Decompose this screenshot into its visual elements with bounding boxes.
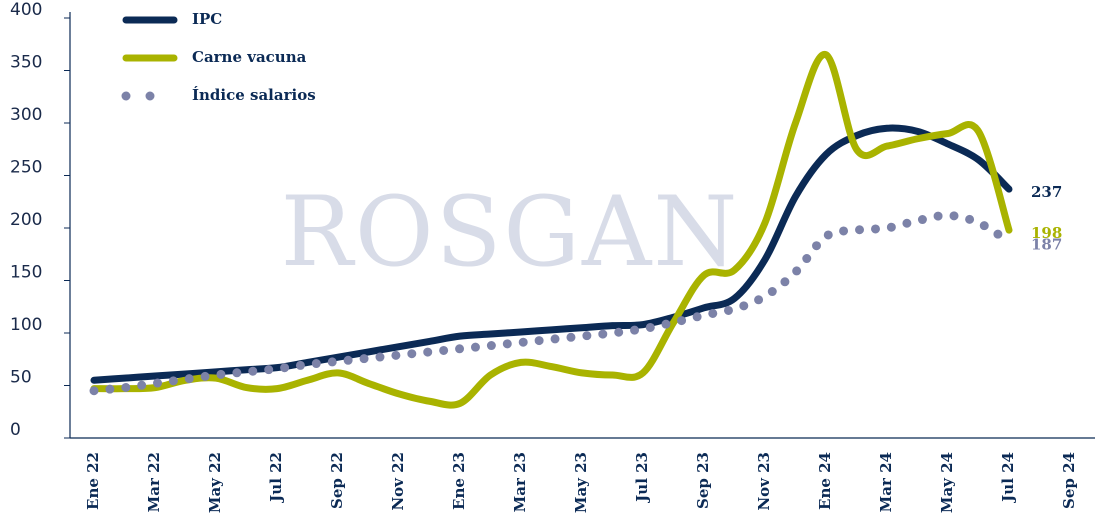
y-tick-label: 200 (10, 210, 42, 230)
x-tick-label: Mar 22 (145, 452, 163, 512)
y-tick-label: 100 (10, 315, 42, 335)
x-tick-label: Ene 23 (450, 452, 468, 510)
x-tick-label: May 24 (938, 452, 956, 513)
x-tick-label: Mar 23 (511, 452, 529, 512)
x-tick-label: Ene 22 (84, 452, 102, 510)
x-tick-label: Jul 23 (633, 452, 651, 504)
series-line (89, 210, 1014, 396)
series-line (90, 51, 1013, 409)
y-tick-label: 300 (10, 105, 42, 125)
end-label: 237 (1031, 183, 1062, 201)
x-tick-label: Jul 24 (999, 452, 1017, 504)
y-tick-label: 250 (10, 158, 42, 178)
y-tick-label: 150 (10, 263, 42, 283)
x-tick-label: Nov 22 (389, 452, 407, 511)
y-tick-label: 50 (10, 368, 32, 388)
end-label: 187 (1031, 236, 1062, 254)
y-tick-label: 350 (10, 53, 42, 73)
watermark: ROSGAN (281, 176, 740, 288)
x-tick-label: Jul 22 (267, 452, 285, 504)
x-tick-label: May 23 (572, 452, 590, 513)
y-tick-label: 400 (10, 0, 42, 20)
legend-label: IPC (192, 10, 222, 28)
x-tick-label: Mar 24 (877, 452, 895, 512)
legend-label: Carne vacuna (192, 48, 307, 66)
x-tick-label: Sep 23 (694, 452, 712, 509)
series-line (90, 124, 1013, 384)
y-tick-label: 0 (10, 420, 21, 440)
end-label: 198 (1031, 224, 1062, 242)
x-tick-label: May 22 (206, 452, 224, 513)
x-tick-label: Nov 23 (755, 452, 773, 511)
x-tick-label: Sep 22 (328, 452, 346, 509)
x-tick-label: Sep 24 (1060, 452, 1078, 509)
x-tick-label: Ene 24 (816, 452, 834, 510)
legend-label: Índice salarios (192, 86, 316, 104)
